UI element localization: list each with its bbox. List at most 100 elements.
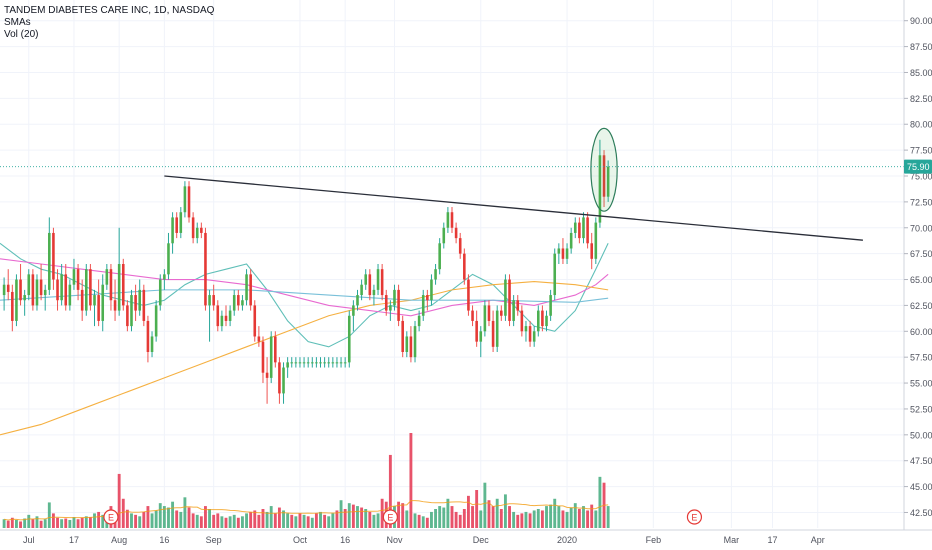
volume-bar bbox=[586, 510, 590, 528]
y-tick-label: 87.50 bbox=[910, 42, 932, 52]
highlight-ellipse bbox=[590, 127, 618, 212]
candle-body bbox=[475, 320, 478, 342]
candle-body bbox=[89, 269, 92, 306]
candle-body bbox=[319, 362, 322, 364]
candle-body bbox=[310, 362, 314, 364]
volume-bar bbox=[454, 511, 458, 528]
candle-body bbox=[602, 155, 606, 197]
indicator-smas-label[interactable]: SMAs bbox=[4, 17, 31, 28]
candle-body bbox=[31, 274, 35, 306]
volume-bar bbox=[101, 514, 105, 528]
volume-bar bbox=[228, 516, 232, 528]
candle-body bbox=[565, 248, 569, 259]
volume-bar bbox=[553, 498, 557, 528]
volume-bar bbox=[6, 520, 10, 528]
volume-bar bbox=[479, 510, 483, 528]
x-tick-label: 17 bbox=[768, 535, 778, 545]
earnings-marker[interactable]: E bbox=[103, 509, 119, 525]
candle-body bbox=[167, 243, 170, 275]
candle-body bbox=[121, 264, 125, 306]
last-price-tag bbox=[904, 159, 932, 174]
volume-bar bbox=[199, 516, 203, 528]
candle-body bbox=[191, 217, 195, 239]
trendline bbox=[164, 175, 863, 241]
candle-body bbox=[598, 155, 602, 223]
volume-bar bbox=[80, 517, 84, 528]
candle-body bbox=[220, 315, 224, 327]
candle-body bbox=[442, 227, 446, 244]
candle-body bbox=[204, 232, 207, 306]
volume-bar bbox=[573, 503, 577, 528]
candle-body bbox=[113, 300, 117, 311]
earnings-marker-label: E bbox=[387, 513, 393, 523]
candle-body bbox=[364, 274, 368, 285]
earnings-marker[interactable]: E bbox=[382, 509, 398, 525]
candle-body bbox=[212, 295, 215, 306]
volume-bar bbox=[458, 514, 462, 528]
candle-body bbox=[146, 320, 150, 352]
candle-body bbox=[35, 279, 39, 306]
volume-bar bbox=[356, 506, 359, 528]
candle-body bbox=[380, 269, 384, 296]
candle-body bbox=[401, 320, 404, 352]
volume-bar bbox=[536, 509, 540, 528]
candle-body bbox=[237, 295, 240, 306]
candle-body bbox=[171, 217, 174, 244]
volume-bar bbox=[68, 519, 72, 528]
volume-bar bbox=[376, 513, 380, 528]
volume-bar bbox=[294, 516, 298, 528]
volume-bar bbox=[540, 510, 544, 528]
candle-body bbox=[541, 310, 544, 327]
volume-bar bbox=[183, 497, 187, 528]
volume-bar bbox=[138, 516, 142, 528]
volume-bar bbox=[88, 517, 92, 528]
candle-body bbox=[84, 269, 88, 311]
volume-bar bbox=[421, 516, 425, 528]
indicator-vol-label[interactable]: Vol (20) bbox=[4, 29, 39, 40]
volume-bar bbox=[323, 514, 327, 528]
candle-body bbox=[352, 305, 355, 316]
volume-bar bbox=[503, 494, 507, 528]
candle-body bbox=[23, 295, 26, 301]
candle-body bbox=[315, 362, 318, 364]
candle-body bbox=[154, 305, 158, 337]
volume-bar bbox=[516, 514, 520, 528]
last-price-label: 75.90 bbox=[907, 162, 930, 172]
candle-body bbox=[117, 264, 121, 311]
y-tick-label: 60.00 bbox=[910, 327, 932, 337]
candle-body bbox=[331, 362, 335, 364]
candle-body bbox=[302, 362, 306, 364]
y-tick-label: 55.00 bbox=[910, 379, 932, 389]
candle-body bbox=[384, 295, 388, 311]
volume-bar bbox=[253, 510, 257, 528]
volume-bar bbox=[130, 513, 133, 528]
candle-body bbox=[343, 362, 347, 364]
candle-body bbox=[590, 243, 594, 259]
chart-title[interactable]: TANDEM DIABETES CARE INC, 1D, NASDAQ bbox=[4, 5, 215, 16]
x-tick-label: Feb bbox=[646, 535, 662, 545]
candle-body bbox=[504, 279, 507, 316]
volume-bar bbox=[545, 506, 548, 528]
volume-bar bbox=[14, 519, 18, 528]
candle-body bbox=[393, 289, 396, 306]
y-tick-label: 72.50 bbox=[910, 197, 932, 207]
candle-body bbox=[561, 248, 565, 259]
earnings-marker[interactable]: E bbox=[686, 509, 703, 525]
y-tick-label: 47.50 bbox=[910, 456, 932, 466]
candle-body bbox=[43, 289, 47, 296]
candle-body bbox=[450, 212, 454, 228]
volume-bar bbox=[249, 511, 253, 528]
volume-bar bbox=[434, 509, 438, 528]
volume-bar bbox=[191, 513, 195, 528]
volume-bar bbox=[10, 517, 14, 528]
volume-bar bbox=[430, 511, 433, 528]
candle-body bbox=[224, 315, 228, 321]
candle-body bbox=[536, 310, 540, 332]
candle-body bbox=[430, 279, 433, 301]
candle-body bbox=[467, 279, 470, 311]
volume-bar bbox=[282, 510, 285, 528]
y-tick-label: 57.50 bbox=[910, 353, 932, 363]
earnings-marker-label: E bbox=[108, 513, 114, 523]
volume-bar bbox=[208, 509, 212, 528]
